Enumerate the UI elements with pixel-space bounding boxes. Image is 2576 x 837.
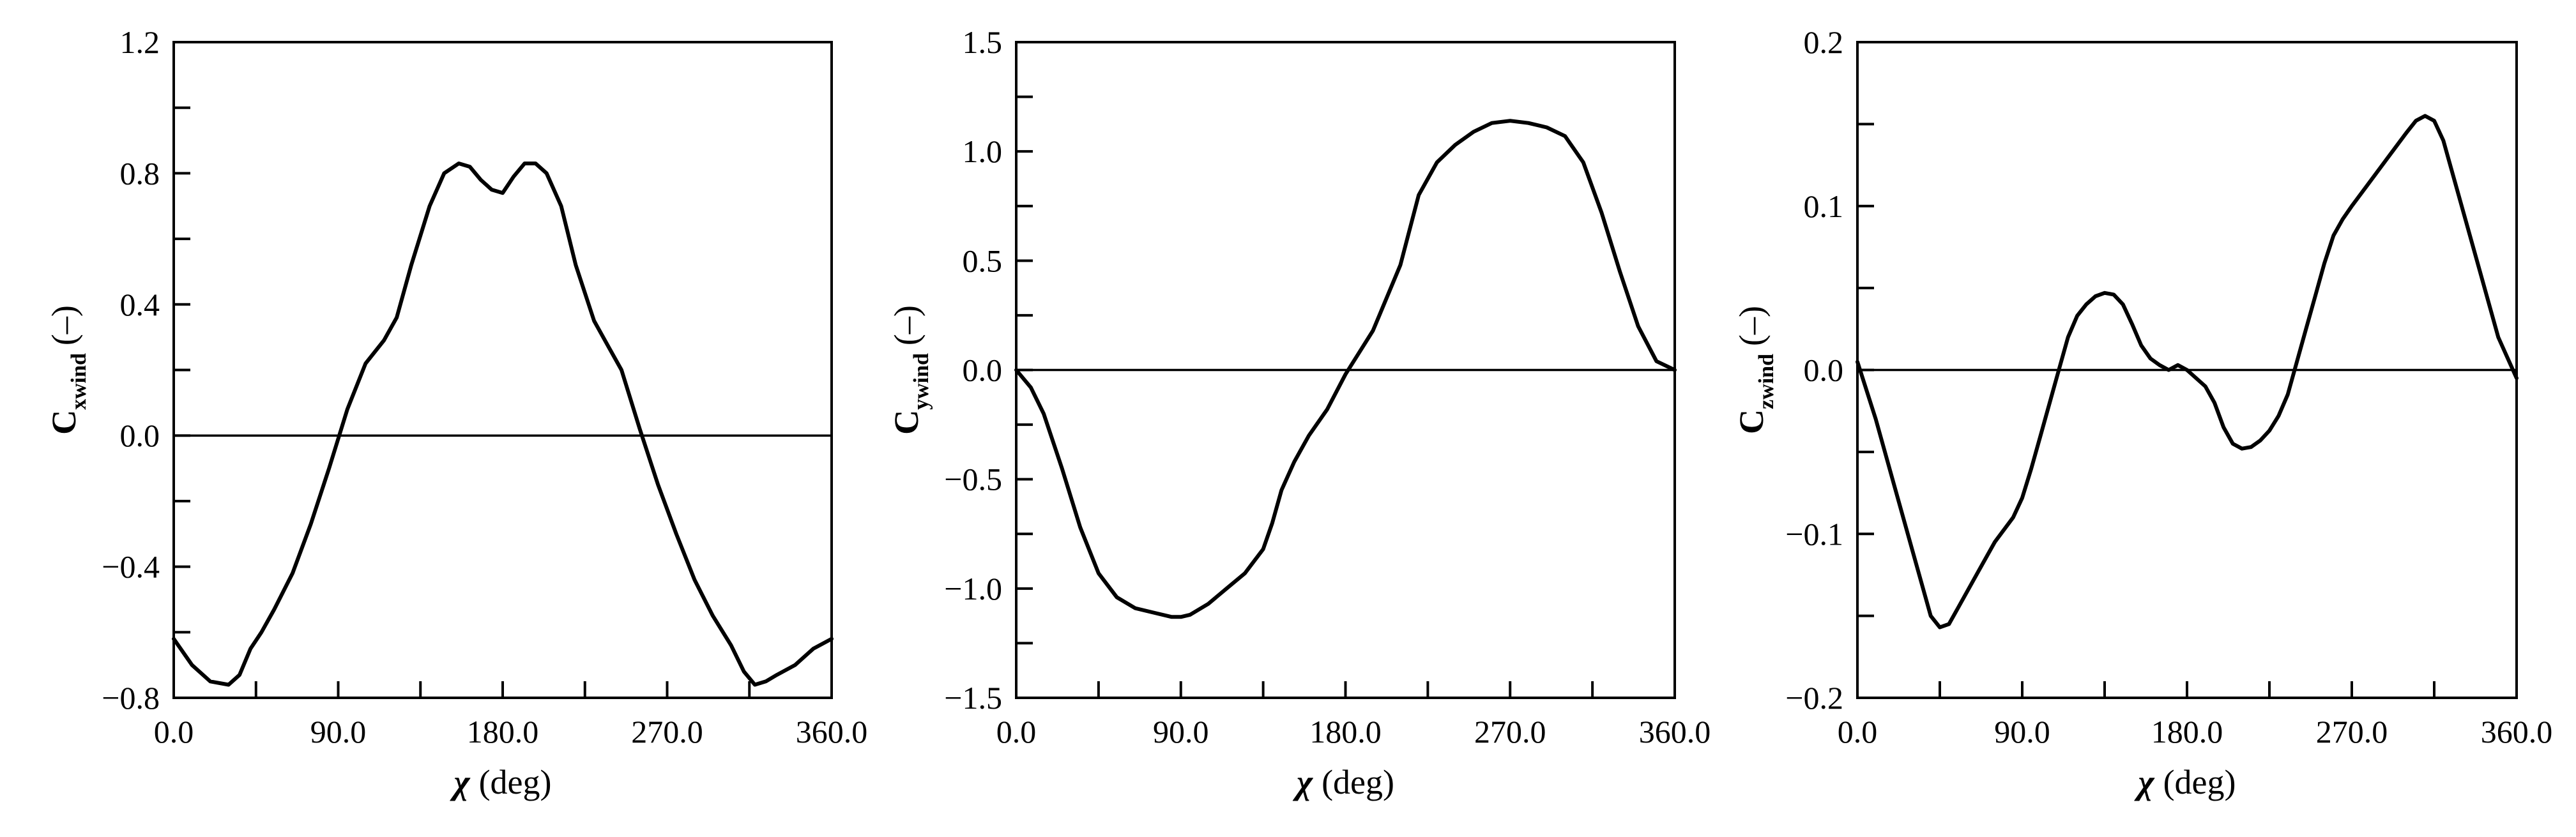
x-axis-title: χ (deg)	[2133, 763, 2236, 801]
y-tick-label: 0.4	[120, 287, 160, 322]
y-axis-subscript: ywind	[910, 353, 933, 410]
y-tick-label: 1.5	[963, 24, 1003, 60]
y-axis-subscript: xwind	[67, 353, 91, 410]
plot-frame	[172, 41, 833, 699]
x-tick-label: 360.0	[796, 714, 868, 750]
y-axis-title: Czwind (–)	[1732, 306, 1778, 434]
y-tick-label: −0.2	[1785, 680, 1843, 716]
y-axis-title: Cywind (–)	[887, 305, 933, 435]
y-tick-label: −0.5	[944, 462, 1002, 497]
x-tick-label: 270.0	[631, 714, 703, 750]
x-axis-symbol: χ	[2133, 763, 2154, 801]
x-tick-label: 360.0	[1639, 714, 1711, 750]
y-tick-label: 0.0	[963, 352, 1003, 388]
x-tick-label: 180.0	[2151, 714, 2223, 750]
y-axis-main: C	[1732, 409, 1771, 434]
x-tick-label: 180.0	[1309, 714, 1382, 750]
x-axis-unit: (deg)	[1322, 763, 1394, 801]
y-tick-label: −1.0	[944, 571, 1002, 607]
x-tick-label: 0.0	[996, 714, 1037, 750]
x-tick-label: 0.0	[1838, 714, 1878, 750]
x-axis-unit: (deg)	[479, 763, 552, 801]
x-axis-title: χ (deg)	[449, 763, 551, 801]
x-axis-title: χ (deg)	[1292, 763, 1394, 801]
series-line-1	[172, 162, 834, 687]
x-tick-label: 0.0	[154, 714, 194, 750]
y-tick-label: −0.1	[1785, 516, 1843, 552]
y-axis-main: C	[887, 410, 926, 435]
x-tick-label: 90.0	[1994, 714, 2050, 750]
series-line-1	[1014, 119, 1677, 619]
y-tick-label: 0.1	[1804, 188, 1844, 224]
x-axis-symbol: χ	[449, 763, 470, 801]
y-axis-title: Cxwind (–)	[45, 305, 91, 435]
y-tick-label: −0.4	[102, 549, 160, 585]
y-tick-label: 0.0	[120, 418, 160, 453]
y-axis-unit: (–)	[1732, 306, 1771, 346]
chart-panel-2: 0.0 90.0 180.0 270.0 360.0 −1.5 −1.0 −0.5 0.0 0.5…	[887, 24, 1711, 801]
x-tick-label: 180.0	[467, 714, 539, 750]
x-tick-label: 90.0	[1153, 714, 1209, 750]
chart-panel-3: 0.0 90.0 180.0 270.0 360.0 −0.2 −0.1 0.0 0.1 0.2 χ…	[1732, 24, 2552, 801]
series-line-1	[1856, 114, 2519, 630]
y-tick-label: 0.0	[1804, 352, 1844, 388]
y-tick-label: 1.0	[963, 133, 1003, 169]
y-axis-unit: (–)	[45, 305, 83, 345]
y-tick-label: 0.2	[1804, 24, 1844, 60]
x-tick-label: 270.0	[1474, 714, 1546, 750]
x-axis-symbol: χ	[1292, 763, 1313, 801]
y-axis-subscript: zwind	[1755, 354, 1778, 409]
y-axis-main: C	[45, 410, 83, 435]
x-tick-label: 90.0	[310, 714, 367, 750]
x-tick-label: 360.0	[2481, 714, 2553, 750]
y-axis-unit: (–)	[887, 305, 926, 345]
y-tick-label: −0.8	[102, 680, 160, 716]
y-tick-label: −1.5	[944, 680, 1002, 716]
chart-panel-1: 0.0 90.0 180.0 270.0 360.0 −0.8 −0.4 0.0 0.4 0.8 1…	[45, 24, 867, 801]
y-tick-label: 0.8	[120, 155, 160, 191]
x-tick-label: 270.0	[2316, 714, 2388, 750]
x-axis-unit: (deg)	[2163, 763, 2236, 801]
y-tick-label: 1.2	[120, 24, 160, 60]
y-tick-label: 0.5	[963, 243, 1003, 278]
